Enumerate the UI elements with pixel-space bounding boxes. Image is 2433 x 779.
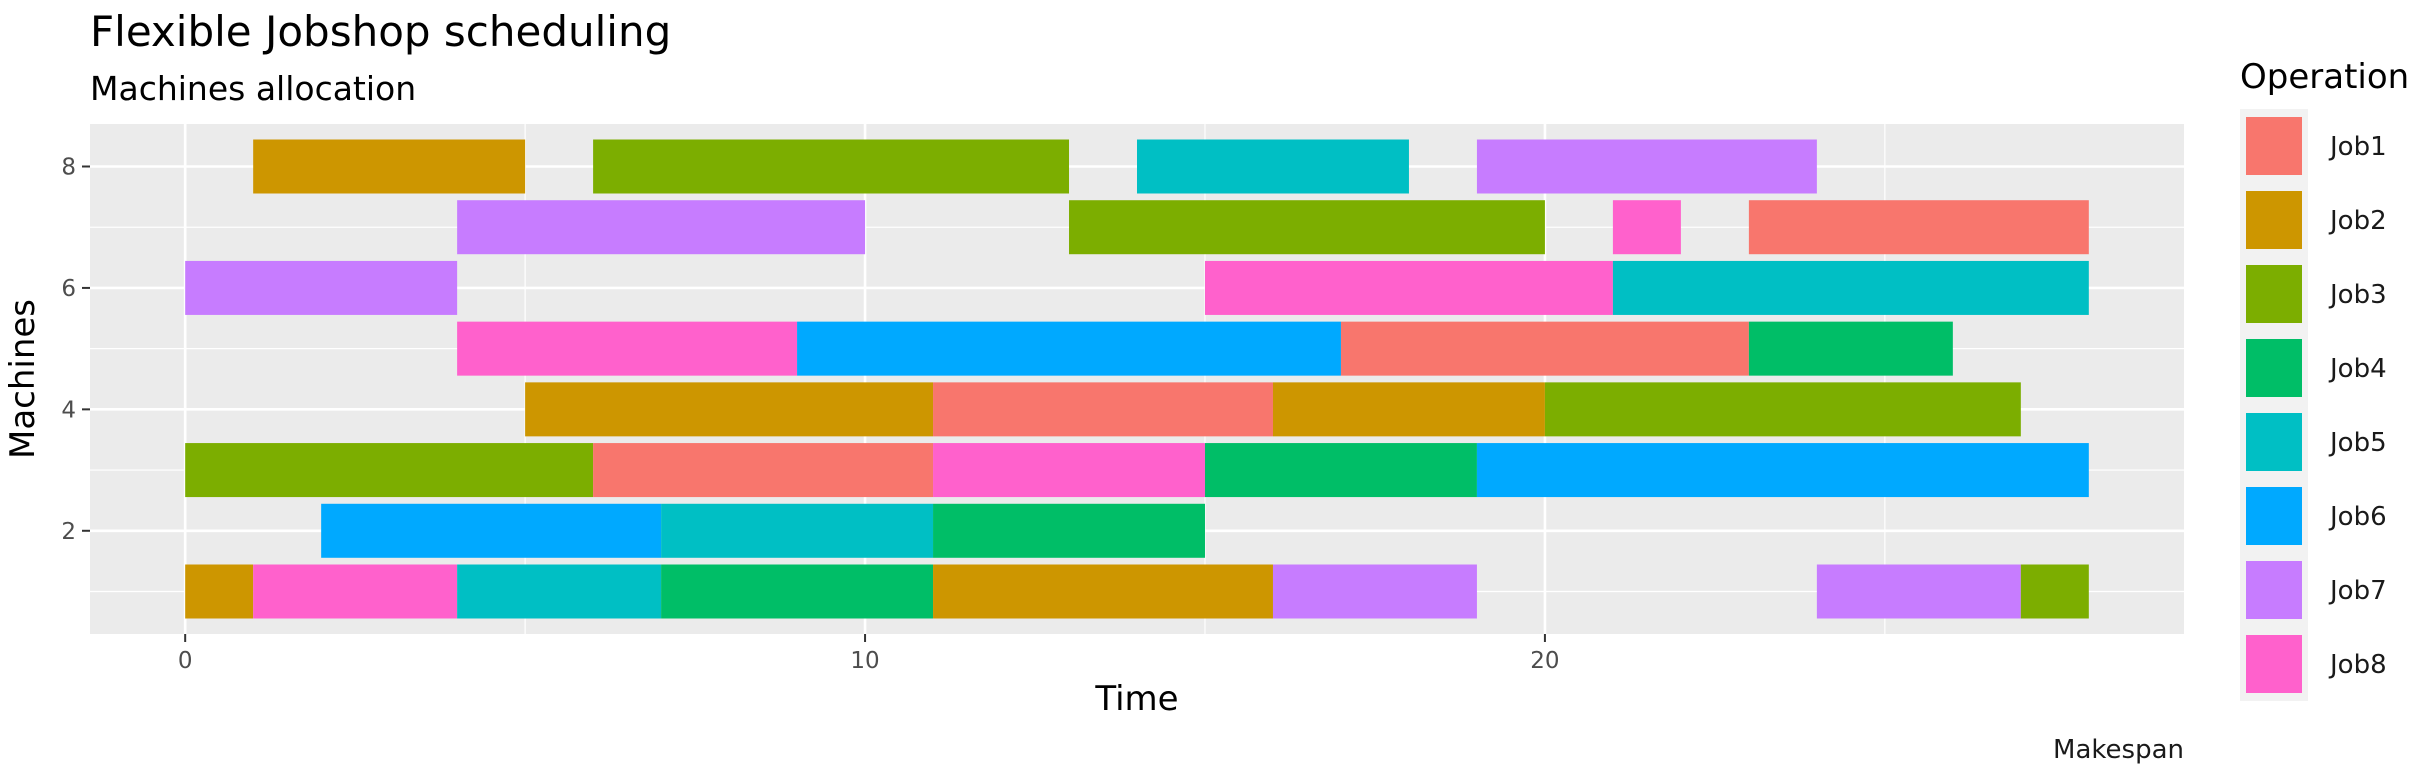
operation-bar [1612,200,1681,255]
operation-bar [1544,382,2021,437]
operation-bar [797,321,1341,376]
legend-swatch [2246,265,2302,323]
operation-bar [1476,443,2089,498]
y-tick-label: 2 [61,519,76,545]
x-axis-title: Time [1094,679,1178,719]
operation-bar [933,564,1273,619]
operation-bar [593,139,1070,194]
operation-bar [457,321,798,376]
legend-label: Job5 [2328,428,2387,458]
operation-bar [457,200,866,255]
operation-bar [457,564,662,619]
legend-swatch [2246,339,2302,397]
operation-bar [525,382,934,437]
chart-subtitle: Machines allocation [90,69,416,108]
y-tick-label: 4 [61,397,76,423]
y-tick-label: 6 [61,276,76,302]
x-tick-label: 10 [850,648,879,674]
operation-bar [253,564,458,619]
operation-bar [933,443,1205,498]
operation-bar [1748,321,1953,376]
operation-bar [185,564,254,619]
operation-bar [185,260,458,315]
legend-label: Job8 [2328,650,2387,680]
legend-swatch [2246,191,2302,249]
operation-bar [321,503,662,558]
operation-bar [661,564,934,619]
legend-label: Job4 [2328,354,2387,384]
legend-swatch [2246,561,2302,619]
operation-bar [1476,139,1817,194]
caption: Makespan [2053,735,2184,765]
y-axis-title: Machines [3,299,43,459]
legend-title: Operation [2240,57,2409,97]
operation-bar [1612,260,2089,315]
operation-bar [2020,564,2089,619]
operation-bar [1204,260,1613,315]
operation-bar [1816,564,2021,619]
operation-bar [185,443,594,498]
operation-bar [1137,139,1409,194]
operation-bar [1748,200,2089,255]
legend-swatch [2246,413,2302,471]
legend-label: Job3 [2328,280,2387,310]
operation-bar [1272,382,1545,437]
x-tick-label: 20 [1530,648,1559,674]
legend-label: Job1 [2328,132,2387,162]
legend-swatch [2246,635,2302,693]
operation-bar [933,382,1273,437]
axes: 0 10 20 2 4 6 8 [61,155,1559,675]
legend-label: Job6 [2328,502,2387,532]
operation-bar [1069,200,1545,255]
operation-bar [1340,321,1749,376]
legend-swatch [2246,117,2302,175]
operation-bars [185,139,2089,619]
operation-bar [1204,443,1477,498]
legend-label: Job2 [2328,206,2387,236]
operation-bar [1272,564,1477,619]
operation-bar [253,139,526,194]
legend: Job1 Job2 Job3 Job4 Job5 Job6 Job7 Job8 [2240,109,2387,701]
x-tick-label: 0 [178,648,193,674]
legend-label: Job7 [2328,576,2387,606]
chart-title: Flexible Jobshop scheduling [90,7,671,56]
operation-bar [933,503,1205,558]
operation-bar [593,443,934,498]
y-tick-label: 8 [61,155,76,181]
legend-swatch [2246,487,2302,545]
operation-bar [661,503,934,558]
